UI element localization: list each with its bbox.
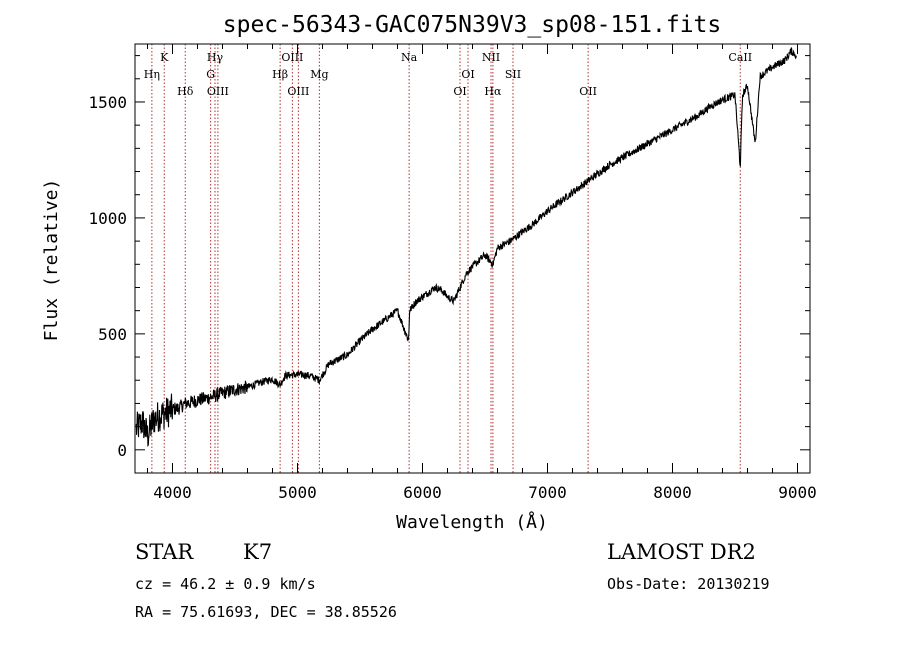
- y-axis-label: Flux (relative): [41, 179, 62, 342]
- y-tick-label: 0: [117, 441, 127, 460]
- x-tick-label: 8000: [653, 483, 692, 502]
- spectral-line-markers: [151, 44, 741, 473]
- spectral-line-label: K: [160, 51, 169, 64]
- spectral-line-label: NII: [482, 51, 500, 64]
- spectral-line-label: Mg: [310, 68, 328, 81]
- spectral-line-label: OI: [453, 85, 466, 98]
- spectral-line-labels: HηKHδHγGOIIIHβOIIIOIIIMgNaOIOINIIHαSIIOI…: [144, 51, 752, 98]
- spectral-line-label: Hδ: [177, 85, 194, 98]
- spectral-line-label: Na: [401, 51, 418, 64]
- spectral-line-label: Hη: [144, 68, 160, 81]
- y-axis: 0 500 1000 1500: [88, 55, 810, 474]
- y-tick-label: 1500: [88, 93, 127, 112]
- spectral-line-label: OIII: [281, 51, 303, 64]
- x-tick-label: 5000: [278, 483, 317, 502]
- chart-title: spec-56343-GAC075N39V3_sp08-151.fits: [223, 12, 722, 38]
- redshift-readout: cz = 46.2 ± 0.9 km/s: [135, 575, 316, 593]
- x-axis: 4000 5000 6000 7000 8000 9000: [147, 44, 817, 502]
- x-tick-label: 7000: [528, 483, 567, 502]
- spectral-line-label: SII: [505, 68, 521, 81]
- spectral-line-label: OII: [579, 85, 597, 98]
- x-tick-label: 4000: [153, 483, 192, 502]
- y-tick-label: 1000: [88, 209, 127, 228]
- spectral-line-label: OI: [461, 68, 474, 81]
- object-class: STAR: [135, 540, 194, 564]
- spectral-line-label: Hα: [484, 85, 502, 98]
- y-tick-label: 500: [98, 325, 127, 344]
- observation-date: Obs-Date: 20130219: [607, 575, 770, 593]
- x-axis-label: Wavelength (Å): [396, 511, 548, 533]
- x-tick-label: 9000: [778, 483, 817, 502]
- survey-name: LAMOST DR2: [607, 540, 756, 564]
- spectral-line-label: CaII: [728, 51, 752, 64]
- coordinates-readout: RA = 75.61693, DEC = 38.85526: [135, 603, 397, 621]
- spectral-line-label: G: [206, 68, 215, 81]
- spectral-line-label: OIII: [287, 85, 309, 98]
- x-tick-label: 6000: [403, 483, 442, 502]
- object-subclass: K7: [243, 540, 273, 564]
- spectral-line-label: OIII: [207, 85, 229, 98]
- spectral-line-label: Hγ: [207, 51, 224, 64]
- spectral-line-label: Hβ: [272, 68, 288, 81]
- spectrum-line: [135, 47, 797, 448]
